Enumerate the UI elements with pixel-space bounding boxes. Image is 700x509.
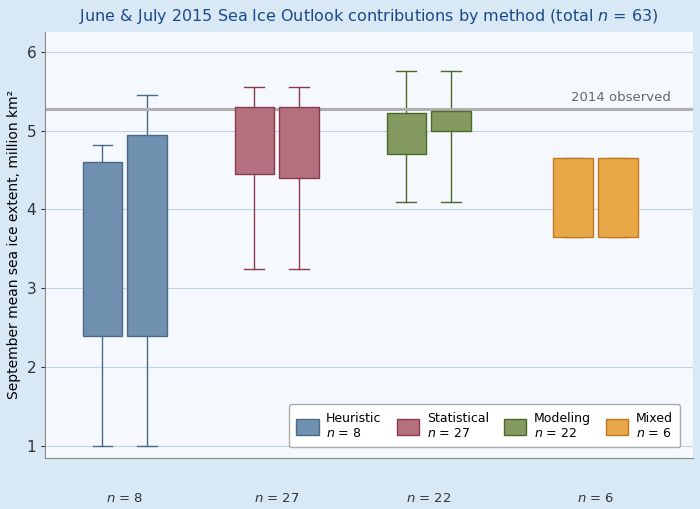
Text: $n$ = 8: $n$ = 8 (106, 492, 144, 505)
PathPatch shape (127, 134, 167, 335)
PathPatch shape (234, 107, 274, 174)
Text: 2014 observed: 2014 observed (571, 91, 671, 104)
Title: June & July 2015 Sea Ice Outlook contributions by method (total $n$ = 63): June & July 2015 Sea Ice Outlook contrib… (79, 7, 659, 26)
PathPatch shape (386, 113, 426, 154)
PathPatch shape (83, 162, 122, 335)
PathPatch shape (431, 111, 471, 131)
PathPatch shape (553, 158, 593, 237)
PathPatch shape (279, 107, 319, 178)
Legend: Heuristic
$n$ = 8, Statistical
$n$ = 27, Modeling
$n$ = 22, Mixed
$n$ = 6: Heuristic $n$ = 8, Statistical $n$ = 27,… (288, 404, 680, 447)
Text: $n$ = 27: $n$ = 27 (254, 492, 300, 505)
Text: $n$ = 6: $n$ = 6 (577, 492, 614, 505)
PathPatch shape (598, 158, 638, 237)
Text: $n$ = 22: $n$ = 22 (406, 492, 452, 505)
Y-axis label: September mean sea ice extent, million km²: September mean sea ice extent, million k… (7, 90, 21, 400)
